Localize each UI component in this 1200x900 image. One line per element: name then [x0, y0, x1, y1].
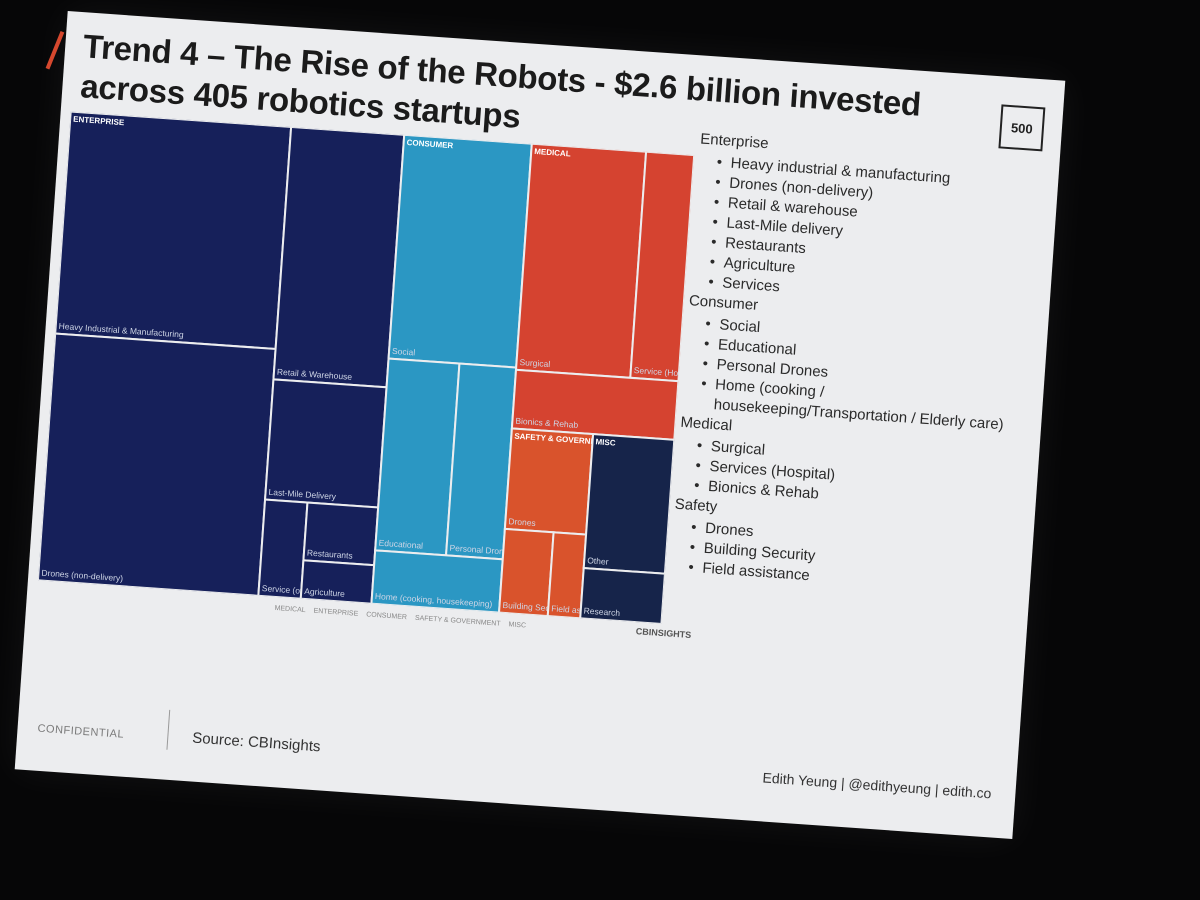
legend-item-misc: MISC [508, 621, 527, 630]
treemap-cell-educational [374, 357, 461, 557]
category-enterprise: Enterprise Heavy industrial & manufactur… [690, 130, 1030, 315]
treemap-cell-label: Restaurants [307, 548, 353, 561]
500-logo: 500 [998, 104, 1046, 152]
treemap-cell-label: Surgical [519, 357, 550, 369]
treemap-cell-other [582, 433, 676, 575]
treemap-cell-label: Research [583, 606, 620, 619]
treemap-cell-heavy-industrial-manufacturing [54, 111, 293, 351]
legend-item-safety: SAFETY & GOVERNMENT [414, 614, 501, 628]
treemap-cell-social [387, 133, 533, 369]
category-consumer: Consumer Social Educational Personal Dro… [681, 291, 1019, 436]
legend-item-enterprise: ENTERPRISE [313, 607, 359, 618]
category-list: Enterprise Heavy industrial & manufactur… [670, 130, 1030, 600]
treemap-cell-retail-warehouse [272, 125, 406, 389]
treemap-cell-label: Last-Mile Delivery [268, 487, 337, 502]
legend-item-medical: MEDICAL [274, 604, 306, 615]
source-label: Source: CBInsights [191, 729, 322, 756]
cbinsights-mark: CBINSIGHTS [635, 626, 692, 641]
treemap-cell-surgical [514, 142, 648, 379]
treemap-cell-label: Other [587, 555, 609, 566]
accent-slash [45, 30, 65, 70]
treemap-cell-label: Personal Drones [449, 543, 513, 557]
treemap-cell-label: Social [392, 346, 416, 358]
treemap-group-label: ENTERPRISE [73, 115, 125, 128]
treemap-cell-label: Educational [378, 538, 423, 551]
treemap-group-label: CONSUMER [406, 138, 453, 150]
legend-item-consumer: CONSUMER [365, 611, 408, 622]
treemap-cell-label: Drones [508, 516, 536, 528]
treemap-cell-label: Agriculture [304, 586, 345, 599]
author-credit: Edith Yeung | @edithyeung | edith.co [762, 769, 992, 802]
footer-divider [166, 709, 171, 750]
treemap-cell-drones-non-delivery [37, 332, 277, 597]
treemap-cell-label: Bionics & Rehab [515, 416, 579, 430]
treemap-group-label: MEDICAL [534, 147, 571, 159]
confidential-label: CONFIDENTIAL [37, 722, 125, 741]
treemap-group-label: MISC [595, 437, 616, 447]
treemap-cell-research [579, 566, 666, 624]
slide: Trend 4 – The Rise of the Robots - $2.6 … [14, 11, 1066, 839]
